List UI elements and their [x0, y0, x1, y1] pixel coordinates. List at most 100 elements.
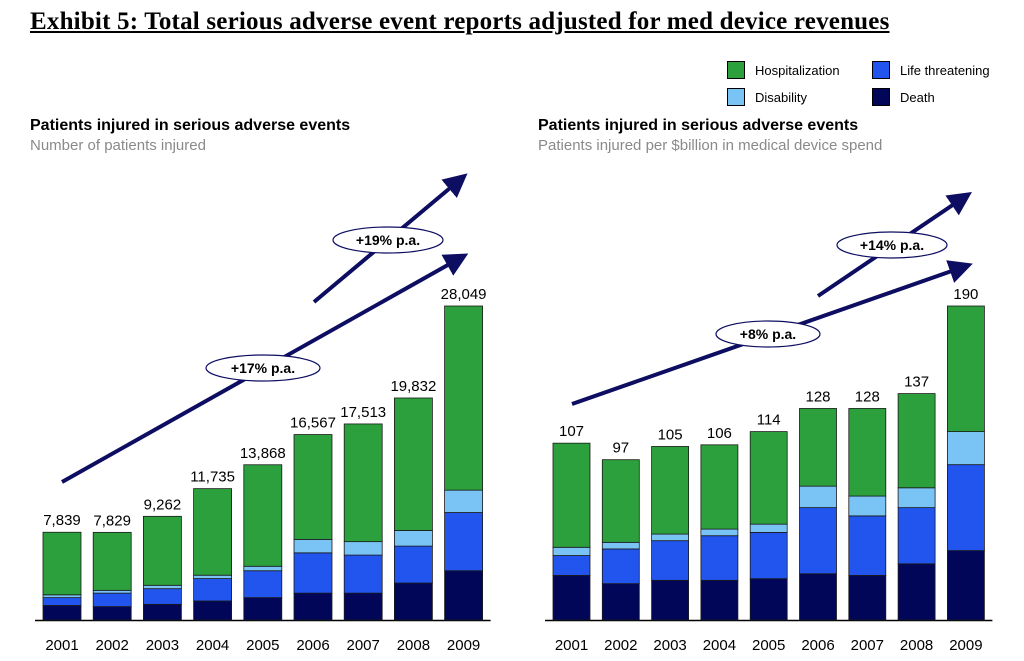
bar-segment-life-threatening-2005 [749, 532, 788, 580]
trend-label-1: +8% p.a. [740, 326, 796, 342]
bar-segment-disability-2008 [897, 487, 936, 509]
x-tick-label-2009: 2009 [447, 637, 480, 654]
bar-segment-hospitalization-2001 [42, 531, 82, 596]
trend-label-2: +19% p.a. [356, 232, 420, 248]
total-label-2002: 97 [612, 440, 629, 457]
exhibit-title: Exhibit 5: Total serious adverse event r… [30, 8, 890, 35]
bar-segment-disability-2004 [700, 528, 739, 537]
total-label-2007: 128 [855, 388, 880, 405]
bar-segment-disability-2007 [848, 495, 887, 517]
trend-label-2: +14% p.a. [860, 237, 924, 253]
total-label-2005: 114 [757, 412, 781, 429]
x-tick-label-2007: 2007 [851, 637, 884, 654]
bar-segment-death-2009 [947, 550, 985, 621]
bar-segment-life-threatening-2009 [947, 464, 985, 551]
trend-badge-1 [205, 354, 321, 382]
total-label-2009: 28,049 [441, 286, 487, 303]
bar-segment-disability-2006 [293, 538, 333, 554]
legend-swatch-disability [727, 88, 745, 106]
bar-segment-life-threatening-2007 [848, 515, 887, 576]
legend-swatch-death [872, 88, 890, 106]
bar-segment-death-2008 [897, 563, 936, 621]
total-label-2001: 7,839 [43, 512, 81, 529]
bar-segment-hospitalization-2002 [92, 531, 132, 591]
right-panel-subtitle: Patients injured per $billion in medical… [538, 137, 883, 154]
bar-segment-life-threatening-2006 [799, 507, 837, 575]
bar-segment-death-2007 [343, 592, 383, 621]
bar-segment-life-threatening-2003 [142, 588, 182, 605]
legend-item-death: Death [872, 88, 935, 106]
bar-segment-life-threatening-2006 [293, 552, 333, 594]
legend-label-death: Death [900, 89, 935, 105]
bar-segment-disability-2005 [243, 565, 283, 572]
bar-segment-death-2008 [393, 582, 433, 621]
x-tick-label-2002: 2002 [604, 637, 637, 654]
bar-segment-life-threatening-2002 [92, 592, 132, 607]
right-chart: 107 2001 97 2002 105 2003 106 2004 114 2005 128 200… [545, 191, 993, 654]
bar-segment-death-2001 [552, 574, 591, 621]
x-tick-label-2008: 2008 [397, 637, 430, 654]
x-tick-label-2008: 2008 [900, 637, 933, 654]
bar-segment-death-2007 [848, 574, 887, 621]
total-label-2003: 105 [658, 426, 683, 443]
bar-segment-life-threatening-2007 [343, 554, 383, 594]
total-label-2001: 107 [559, 423, 584, 440]
total-label-2006: 128 [805, 388, 830, 405]
trend-badge-1 [715, 320, 821, 348]
bar-segment-death-2003 [142, 603, 182, 621]
bar-segment-disability-2009 [947, 431, 985, 466]
total-label-2004: 106 [707, 425, 732, 442]
bar-segment-death-2003 [651, 579, 689, 621]
legend-item-hospitalization: Hospitalization [727, 61, 840, 79]
bar-segment-disability-2009 [444, 489, 484, 513]
left-panel-subtitle: Number of patients injured [30, 137, 206, 154]
bar-segment-disability-2004 [193, 574, 233, 579]
bar-segment-disability-2002 [601, 541, 640, 550]
bar-segment-disability-2003 [142, 584, 182, 590]
bar-segment-hospitalization-2007 [343, 423, 383, 543]
right-panel-title: Patients injured in serious adverse even… [538, 117, 859, 134]
bar-segment-disability-2002 [92, 589, 132, 594]
bar-segment-hospitalization-2003 [142, 515, 182, 586]
bar-segment-life-threatening-2002 [601, 548, 640, 585]
x-tick-label-2002: 2002 [96, 637, 129, 654]
bar-segment-hospitalization-2001 [552, 442, 591, 548]
x-tick-label-2005: 2005 [246, 637, 279, 654]
total-label-2009: 190 [953, 286, 978, 303]
bar-segment-disability-2001 [552, 546, 591, 556]
total-label-2006: 16,567 [290, 415, 336, 432]
bar-segment-death-2006 [293, 592, 333, 621]
bar-segment-life-threatening-2009 [444, 512, 484, 572]
bar-segment-death-2001 [42, 605, 82, 621]
bar-segment-death-2002 [601, 583, 640, 621]
bar-segment-death-2005 [243, 597, 283, 621]
bar-segment-death-2009 [444, 570, 484, 621]
x-tick-label-2006: 2006 [296, 637, 329, 654]
bar-segment-disability-2005 [749, 523, 788, 533]
bar-segment-hospitalization-2007 [848, 408, 887, 497]
bar-segment-hospitalization-2006 [799, 408, 837, 487]
bar-segment-hospitalization-2004 [193, 488, 233, 576]
bar-segment-hospitalization-2003 [651, 446, 689, 535]
x-tick-label-2003: 2003 [146, 637, 179, 654]
bar-segment-life-threatening-2001 [552, 555, 591, 576]
bar-segment-hospitalization-2008 [393, 397, 433, 531]
bar-segment-disability-2006 [799, 485, 837, 509]
bar-segment-disability-2001 [42, 594, 82, 599]
total-label-2005: 13,868 [240, 445, 286, 462]
bar-segment-death-2006 [799, 573, 837, 621]
x-tick-label-2007: 2007 [347, 637, 380, 654]
bar-segment-death-2004 [700, 579, 739, 621]
total-label-2007: 17,513 [340, 404, 386, 421]
total-label-2002: 7,829 [93, 512, 131, 529]
bar-segment-life-threatening-2005 [243, 570, 283, 599]
bar-segment-disability-2003 [651, 533, 689, 542]
bar-segment-disability-2007 [343, 541, 383, 556]
bar-segment-life-threatening-2008 [393, 545, 433, 584]
left-panel-title: Patients injured in serious adverse even… [30, 117, 351, 134]
left-chart: 7,839 2001 7,829 2002 9,262 2003 11,735 2004 13,… [35, 173, 491, 654]
bar-segment-hospitalization-2005 [243, 464, 283, 567]
trend-badge-2 [332, 226, 444, 254]
total-label-2003: 9,262 [144, 496, 182, 513]
bar-segment-hospitalization-2005 [749, 431, 788, 525]
